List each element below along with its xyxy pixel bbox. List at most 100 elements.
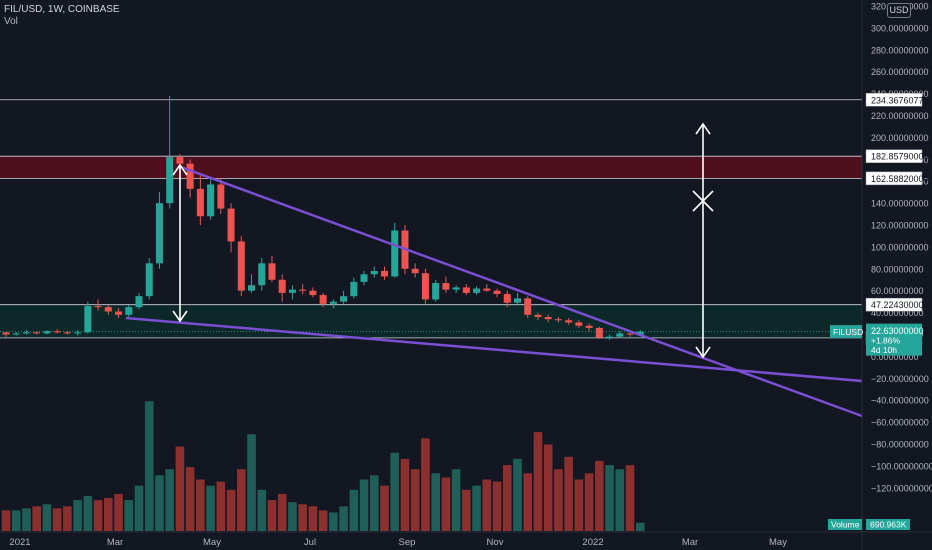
volume-bar [390,452,400,531]
candle-body [268,263,276,280]
volume-tag-label: Volume [831,520,860,530]
volume-bar [134,485,144,531]
volume-bar [185,467,195,531]
volume-bar [144,401,154,531]
last-price-bg [866,323,922,356]
candle-body [176,157,184,164]
measure-arrow-right-head-top [695,122,711,135]
candle-body [483,288,491,291]
candle-body [534,314,542,317]
candle-body [237,241,245,291]
candle-body [442,283,450,290]
candle-body [421,273,429,300]
resistance-zone [0,156,862,179]
level-tag-label: 47.22430000 [871,300,924,310]
measure-arrow-left-head-top [172,163,188,176]
candle-body [309,290,317,296]
volume-bar [625,465,635,531]
candle-body [462,287,470,293]
candle-body [432,283,440,300]
volume-bar [554,469,563,531]
volume-bar [155,475,164,531]
volume-bar [216,481,226,531]
volume-bar [63,506,72,531]
candle-body [565,320,573,323]
volume-bar [595,460,604,531]
currency-button[interactable]: USD [887,3,911,18]
symbol-title: FIL/USD, 1W, COINBASE [4,4,120,15]
price-tick-label: 80.00000000 [871,264,924,274]
price-tick-label: 40.00000000 [871,308,924,318]
time-tick-label: May [203,537,221,548]
candle-body [104,307,112,312]
volume-bar [226,489,236,531]
volume-value-bg [866,519,910,530]
candle-body [411,268,419,274]
measure-arrow-left-head-bottom [172,310,188,323]
candle-body [217,184,225,209]
candle-body [186,163,194,189]
time-tick-label: Jul [304,537,316,548]
candle-body [288,289,296,293]
candle-body [350,281,358,297]
candle-body [503,293,511,303]
candle-body [544,316,552,320]
volume-bar [329,512,338,531]
volume-bar [104,498,113,531]
price-tick-label: 220.00000000 [871,111,929,121]
level-tag-label: 234.36760770 [871,95,929,105]
price-tick-label: 0.00000000 [871,352,919,362]
price-tick-label: 300.00000000 [871,23,929,33]
time-axis[interactable]: 2021 Mar May Jul Sep Nov 2022 Mar May [0,531,932,548]
price-axis[interactable]: 340.00000000320.00000000300.00000000280.… [861,0,932,550]
level-tag-bg [865,171,923,186]
volume-bar [359,479,369,531]
volume-tag-bg [828,519,862,530]
candle-body [227,208,235,242]
candle-body [74,332,82,334]
candle-body [514,298,521,303]
candle-body [145,263,153,297]
volume-bar [533,432,543,531]
upper-trendline [177,164,863,418]
volume-bar [451,469,461,531]
candle-body [370,270,378,275]
time-tick-label: Mar [682,537,698,548]
candle-body [554,319,562,321]
volume-bar [574,479,584,531]
volume-bar [472,485,481,531]
candle-body [340,296,348,302]
price-labels: 234.36760770 182.85790000 162.58820000 47.2… [828,93,929,530]
volume-bar [196,479,205,531]
price-tick-label: −80.00000000 [871,440,929,450]
volume-bar [11,510,21,531]
volume-value: 690.963K [870,520,907,530]
candle-body [196,188,204,217]
price-tick-label: −20.00000000 [871,374,929,384]
candle-body [258,263,266,286]
candle-body [452,287,460,290]
candle-body [33,332,41,334]
price-tick-label: 280.00000000 [871,45,929,55]
price-tick-label: −40.00000000 [871,396,929,406]
volume-bar [52,508,62,531]
volume-bar [380,485,389,531]
candle-body [53,331,61,333]
candle-body [473,288,481,293]
volume-bar [502,465,512,531]
volume-bar [206,485,215,531]
candle-body [22,332,30,334]
volume-bar [462,489,471,531]
candle-body [2,332,10,335]
time-tick-label: 2022 [582,537,603,548]
price-tick-label: −100.00000000 [871,461,932,471]
volume-bar [32,506,41,531]
time-tick-label: Mar [107,537,123,548]
volume-bar [318,510,328,531]
price-tick-label: 120.00000000 [871,221,929,231]
candle-body [207,184,215,217]
volume-bar [22,508,31,531]
volume-bar [400,458,410,531]
volume-bar [42,504,52,531]
